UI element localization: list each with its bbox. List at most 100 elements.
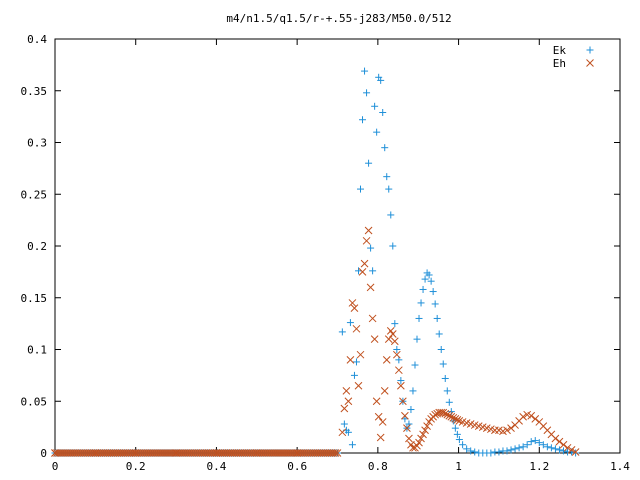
data-point: [342, 387, 351, 395]
data-point: [527, 438, 535, 446]
data-point: [439, 408, 448, 417]
data-point: [407, 406, 415, 414]
data-point: [338, 428, 347, 437]
data-point: [350, 371, 358, 379]
data-point: [403, 424, 411, 433]
data-point: [511, 445, 519, 453]
series-eh: [51, 226, 580, 457]
data-point: [409, 387, 417, 395]
data-point: [503, 447, 511, 455]
data-point: [394, 366, 403, 375]
data-point: [441, 409, 450, 418]
data-point: [551, 434, 560, 443]
data-point: [380, 387, 389, 395]
data-point: [338, 328, 346, 336]
data-point: [348, 299, 357, 307]
y-tick-label: 0.2: [27, 240, 47, 253]
data-point: [433, 314, 441, 322]
data-point: [350, 304, 359, 312]
data-point: [507, 424, 515, 433]
data-point: [352, 324, 361, 333]
data-point: [415, 438, 423, 447]
data-point-baseline: [331, 449, 340, 457]
data-point-baseline: [329, 449, 338, 457]
data-point: [392, 350, 401, 359]
y-axis: 0 0.05 0.1 0.15 0.2 0.25 0.3 0.35 0.4: [21, 33, 620, 460]
legend-marker: [586, 59, 594, 67]
data-point: [401, 415, 409, 423]
data-point: [555, 437, 564, 446]
data-point: [563, 443, 572, 452]
data-point: [360, 259, 369, 268]
data-point: [352, 358, 360, 366]
data-point: [378, 418, 387, 426]
data-point: [371, 102, 379, 110]
data-point: [382, 355, 391, 364]
data-point: [431, 300, 439, 308]
data-point: [413, 335, 421, 343]
data-point: [463, 445, 471, 453]
data-point: [439, 360, 447, 368]
x-tick-label: 1.2: [529, 460, 549, 473]
data-point: [354, 381, 363, 390]
y-tick-label: 0.25: [21, 188, 48, 201]
data-point: [445, 398, 453, 406]
data-point: [363, 89, 371, 97]
legend-label: Ek: [553, 44, 567, 57]
x-tick-label: 0: [52, 460, 59, 473]
data-point: [435, 330, 443, 338]
y-tick-label: 0.05: [21, 395, 48, 408]
data-point: [527, 411, 536, 420]
data-point: [401, 411, 409, 420]
data-point: [431, 410, 440, 419]
data-point: [390, 337, 399, 346]
data-point: [415, 314, 423, 322]
legend-label: Eh: [553, 57, 566, 70]
data-point: [385, 185, 393, 193]
data-point: [383, 173, 391, 181]
data-point: [555, 446, 563, 454]
series-layer: [51, 67, 580, 457]
data-point: [531, 437, 539, 445]
data-point: [366, 283, 375, 292]
data-point: [567, 446, 576, 454]
data-point: [372, 397, 381, 406]
data-point: [346, 319, 354, 327]
data-point: [453, 416, 462, 424]
data-point: [443, 410, 452, 419]
y-tick-label: 0: [40, 447, 47, 460]
data-point: [503, 426, 511, 435]
data-point: [399, 397, 407, 406]
data-point: [559, 440, 568, 449]
data-point: [467, 447, 475, 455]
x-tick-label: 1: [455, 460, 462, 473]
x-tick-label: 1.4: [610, 460, 630, 473]
data-point: [495, 448, 503, 456]
data-point: [419, 285, 427, 293]
data-point: [357, 185, 365, 193]
data-point: [523, 441, 531, 449]
data-point: [377, 76, 385, 84]
data-point: [346, 355, 355, 364]
data-point: [507, 446, 515, 454]
data-point: [447, 412, 456, 421]
x-axis: 0 0.2 0.4 0.6 0.8 1 1.2 1.4: [52, 39, 630, 473]
data-point: [572, 449, 580, 457]
data-point: [429, 288, 437, 296]
data-point: [449, 413, 458, 422]
data-point: [344, 428, 352, 436]
data-point: [551, 445, 559, 453]
data-point: [437, 346, 445, 353]
data-point: [369, 267, 377, 275]
data-point: [379, 108, 387, 116]
data-point: [373, 128, 381, 136]
data-point: [427, 277, 435, 285]
data-point: [455, 436, 463, 444]
data-point: [519, 443, 527, 451]
data-point: [391, 320, 399, 328]
x-tick-label: 0.2: [126, 460, 146, 473]
data-point: [340, 420, 348, 428]
data-point: [441, 374, 449, 382]
data-point: [443, 387, 451, 395]
data-point: [571, 448, 580, 456]
